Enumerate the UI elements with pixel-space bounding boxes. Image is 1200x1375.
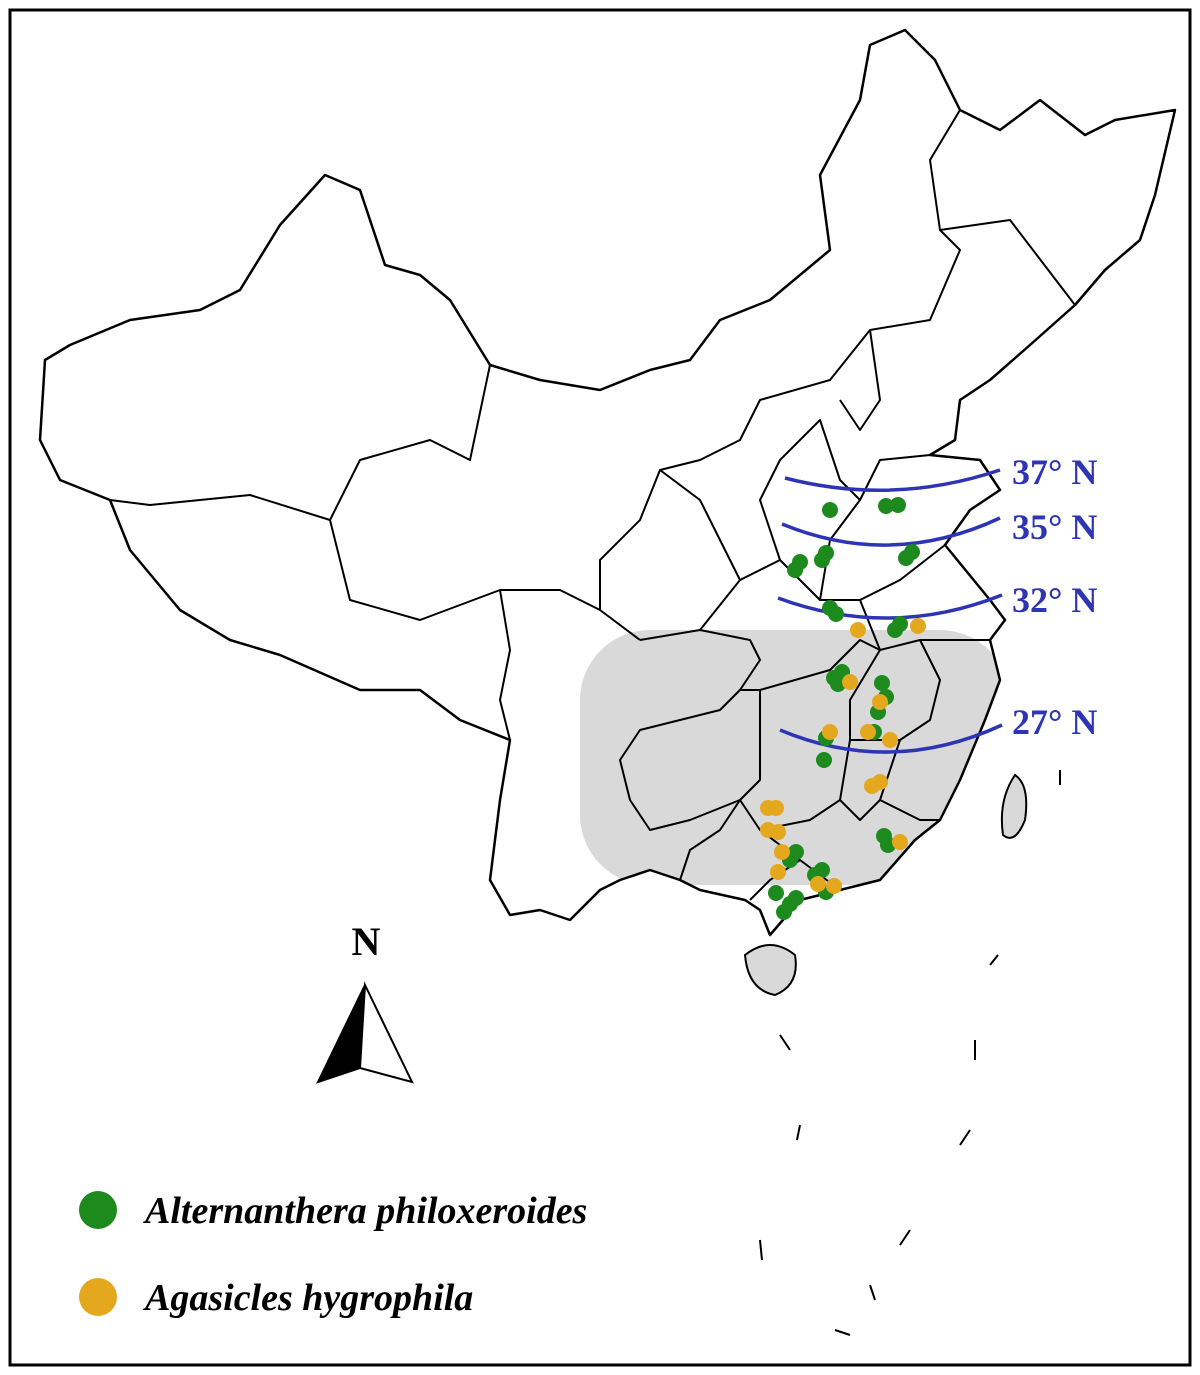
green-dot xyxy=(904,544,920,560)
green-dot xyxy=(880,837,896,853)
yellow-dot xyxy=(882,732,898,748)
latitude-arc xyxy=(777,593,1003,620)
yellow-dot xyxy=(872,774,888,790)
green-dot xyxy=(814,862,830,878)
latitude-label: 37° N xyxy=(1012,452,1097,492)
legend-label: Alternanthera philoxeroides xyxy=(143,1190,587,1232)
occurrence-dots xyxy=(760,497,926,920)
latitude-arc xyxy=(784,468,1001,492)
yellow-dot xyxy=(810,876,826,892)
green-dot xyxy=(776,904,792,920)
yellow-dot xyxy=(822,724,838,740)
north-label: N xyxy=(352,919,381,964)
green-dot xyxy=(768,885,784,901)
green-dot xyxy=(890,497,906,513)
green-dot xyxy=(878,498,894,514)
green-dot xyxy=(874,675,890,691)
yellow-dot xyxy=(826,878,842,894)
legend: Alternanthera philoxeroides Agasicles hyg… xyxy=(79,1190,587,1319)
yellow-dot xyxy=(770,824,786,840)
latitude-arc xyxy=(779,723,1003,754)
green-dot xyxy=(792,554,808,570)
latitude-label: 32° N xyxy=(1012,580,1097,620)
yellow-dot xyxy=(768,800,784,816)
yellow-dot xyxy=(850,622,866,638)
green-dot xyxy=(828,606,844,622)
green-dot xyxy=(830,676,846,692)
island xyxy=(743,944,797,997)
yellow-dot xyxy=(872,694,888,710)
yellow-dot xyxy=(770,864,786,880)
green-dot xyxy=(892,616,908,632)
legend-swatch xyxy=(79,1278,117,1316)
island xyxy=(1000,773,1028,839)
latitude-label: 35° N xyxy=(1012,507,1097,547)
latitude-label: 27° N xyxy=(1012,702,1097,742)
green-dot xyxy=(818,545,834,561)
yellow-dot xyxy=(892,834,908,850)
sea-islands xyxy=(759,770,1061,1336)
legend-swatch xyxy=(79,1191,117,1229)
north-arrow-light xyxy=(358,981,414,1084)
yellow-dot xyxy=(842,674,858,690)
latitude-arc xyxy=(781,516,1001,547)
legend-label: Agasicles hygrophila xyxy=(143,1277,473,1319)
yellow-dot xyxy=(860,724,876,740)
green-dot xyxy=(822,502,838,518)
latitude-lines: 37° N 35° N 32° N 27° N xyxy=(777,452,1097,754)
green-dot xyxy=(788,890,804,906)
green-dot xyxy=(816,752,832,768)
yellow-dot xyxy=(910,618,926,634)
yellow-dot xyxy=(774,844,790,860)
